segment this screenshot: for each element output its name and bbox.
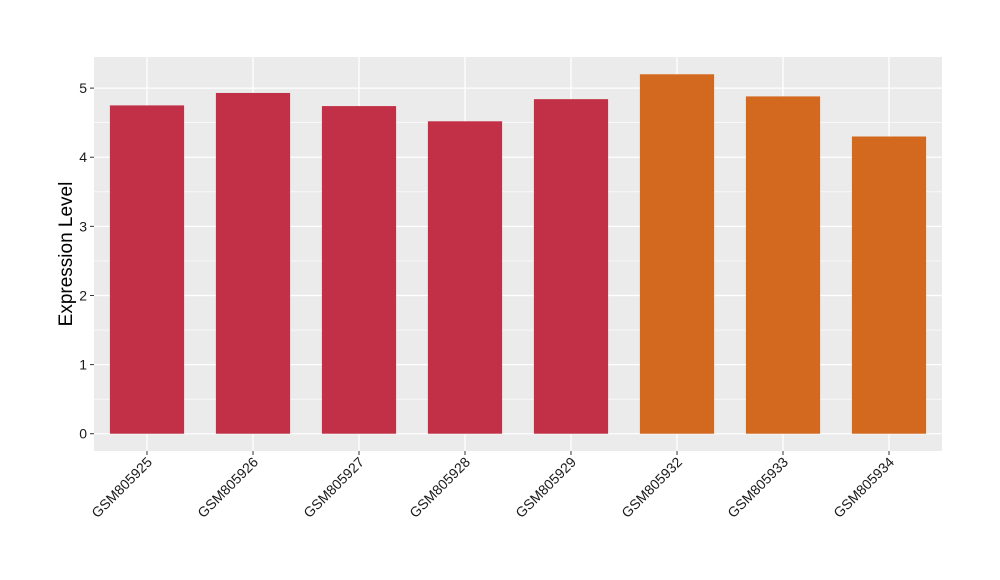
y-tick-label: 4 <box>79 149 87 165</box>
x-tick-label: GSM805928 <box>406 454 473 521</box>
x-tick-label: GSM805926 <box>194 454 261 521</box>
x-tick-label: GSM805934 <box>830 454 897 521</box>
x-tick-label: GSM805929 <box>512 454 579 521</box>
bar-GSM805934 <box>851 136 927 434</box>
bar-GSM805929 <box>533 99 609 434</box>
bar-GSM805928 <box>427 121 503 434</box>
x-tick-label: GSM805927 <box>300 454 367 521</box>
x-tick-label: GSM805932 <box>618 454 685 521</box>
y-tick-label: 2 <box>79 287 87 303</box>
bar-GSM805926 <box>215 92 291 434</box>
bar-GSM805927 <box>321 106 397 434</box>
bar-GSM805925 <box>109 105 185 434</box>
y-axis: 0 1 2 3 4 5 <box>79 80 94 442</box>
y-tick-label: 3 <box>79 218 87 234</box>
bar-GSM805933 <box>745 96 821 434</box>
x-tick-label: GSM805933 <box>724 454 791 521</box>
y-axis-title: Expression Level <box>56 182 77 327</box>
y-tick-label: 5 <box>79 80 87 96</box>
bar-GSM805932 <box>639 74 715 434</box>
y-tick-label: 1 <box>79 357 87 373</box>
x-tick-label: GSM805925 <box>88 454 155 521</box>
x-axis: GSM805925 GSM805926 GSM805927 GSM805928 GSM8… <box>88 451 897 521</box>
y-tick-label: 0 <box>79 426 87 442</box>
bars <box>109 74 927 434</box>
